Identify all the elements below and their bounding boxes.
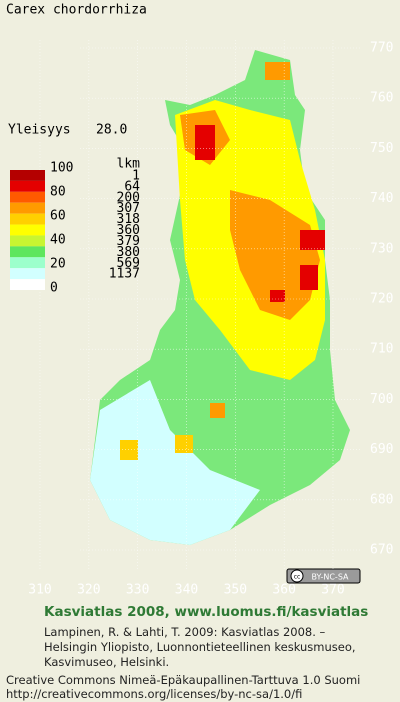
y-tick-label: 730	[370, 241, 393, 256]
hotspot	[300, 265, 318, 290]
badge-text: BY-NC-SA	[311, 573, 349, 582]
legend-count: 200	[117, 190, 140, 205]
map: Carex chordorrhiza Yleisyys 28.0 lkm cc …	[6, 3, 393, 598]
legend-swatch	[10, 235, 45, 247]
legend-count: 360	[117, 223, 140, 238]
legend-scale-label: 80	[50, 185, 66, 200]
hotspot	[195, 125, 215, 160]
hotspot	[270, 290, 285, 302]
y-tick-label: 770	[370, 41, 393, 56]
legend-count: 380	[117, 245, 140, 260]
y-tick-label: 750	[370, 141, 393, 156]
hotspot	[265, 62, 290, 80]
citation-line: Lampinen, R. & Lahti, T. 2009: Kasviatla…	[44, 625, 326, 639]
legend-count: 318	[117, 212, 140, 227]
legend-count: 307	[117, 201, 140, 216]
citation-line: Helsingin Yliopisto, Luonnontieteellinen…	[44, 640, 356, 654]
legend-scale-label: 100	[50, 161, 73, 176]
legend-swatch	[10, 170, 45, 181]
x-tick-label: 340	[175, 583, 198, 598]
legend-swatch	[10, 213, 45, 225]
legend-swatch	[10, 202, 45, 214]
y-tick-label: 760	[370, 91, 393, 106]
y-tick-label: 710	[370, 342, 393, 357]
legend-swatch	[10, 279, 45, 290]
x-tick-label: 330	[126, 583, 149, 598]
svg-text:cc: cc	[294, 574, 301, 581]
hotspot	[120, 440, 138, 460]
license-line: http://creativecommons.org/licenses/by-n…	[6, 687, 303, 701]
map-title: Carex chordorrhiza	[6, 3, 147, 18]
y-tick-label: 720	[370, 292, 393, 307]
hotspot	[210, 403, 225, 418]
legend-count: 1137	[109, 267, 140, 282]
legend-swatch	[10, 180, 45, 192]
frequency-value: 28.0	[96, 123, 127, 138]
x-tick-label: 310	[28, 583, 51, 598]
legend-count: 379	[117, 234, 140, 249]
y-tick-label: 670	[370, 543, 393, 558]
legend-count: 64	[124, 179, 140, 194]
hotspot	[175, 435, 193, 453]
x-tick-label: 370	[321, 583, 344, 598]
legend-count: 569	[117, 256, 140, 271]
legend-swatch	[10, 268, 45, 280]
legend-scale-label: 20	[50, 257, 66, 272]
frequency-label: Yleisyys	[8, 123, 71, 138]
citation-line: Kasvimuseo, Helsinki.	[44, 655, 170, 669]
footer-heading: Kasviatlas 2008, www.luomus.fi/kasviatla…	[44, 604, 369, 620]
legend-scale-label: 40	[50, 233, 66, 248]
high-frequency-area	[230, 190, 320, 320]
y-tick-label: 680	[370, 492, 393, 507]
y-tick-label: 740	[370, 191, 393, 206]
legend-scale-label: 60	[50, 209, 66, 224]
low-frequency-area	[90, 380, 260, 545]
x-tick-label: 320	[77, 583, 100, 598]
legend-swatch	[10, 191, 45, 203]
legend-scale-label: 0	[50, 281, 58, 296]
legend-count: 1	[132, 169, 140, 184]
license-line: Creative Commons Nimeä-Epäkaupallinen-Ta…	[6, 673, 361, 687]
hotspot	[300, 230, 325, 250]
legend-swatch	[10, 246, 45, 258]
x-tick-label: 360	[272, 583, 295, 598]
count-header: lkm	[117, 157, 141, 172]
legend-swatch	[10, 224, 45, 236]
y-tick-label: 690	[370, 442, 393, 457]
x-tick-label: 350	[224, 583, 247, 598]
y-tick-label: 700	[370, 392, 393, 407]
cc-badge: cc BY-NC-SA	[286, 568, 361, 584]
legend-swatch	[10, 257, 45, 269]
